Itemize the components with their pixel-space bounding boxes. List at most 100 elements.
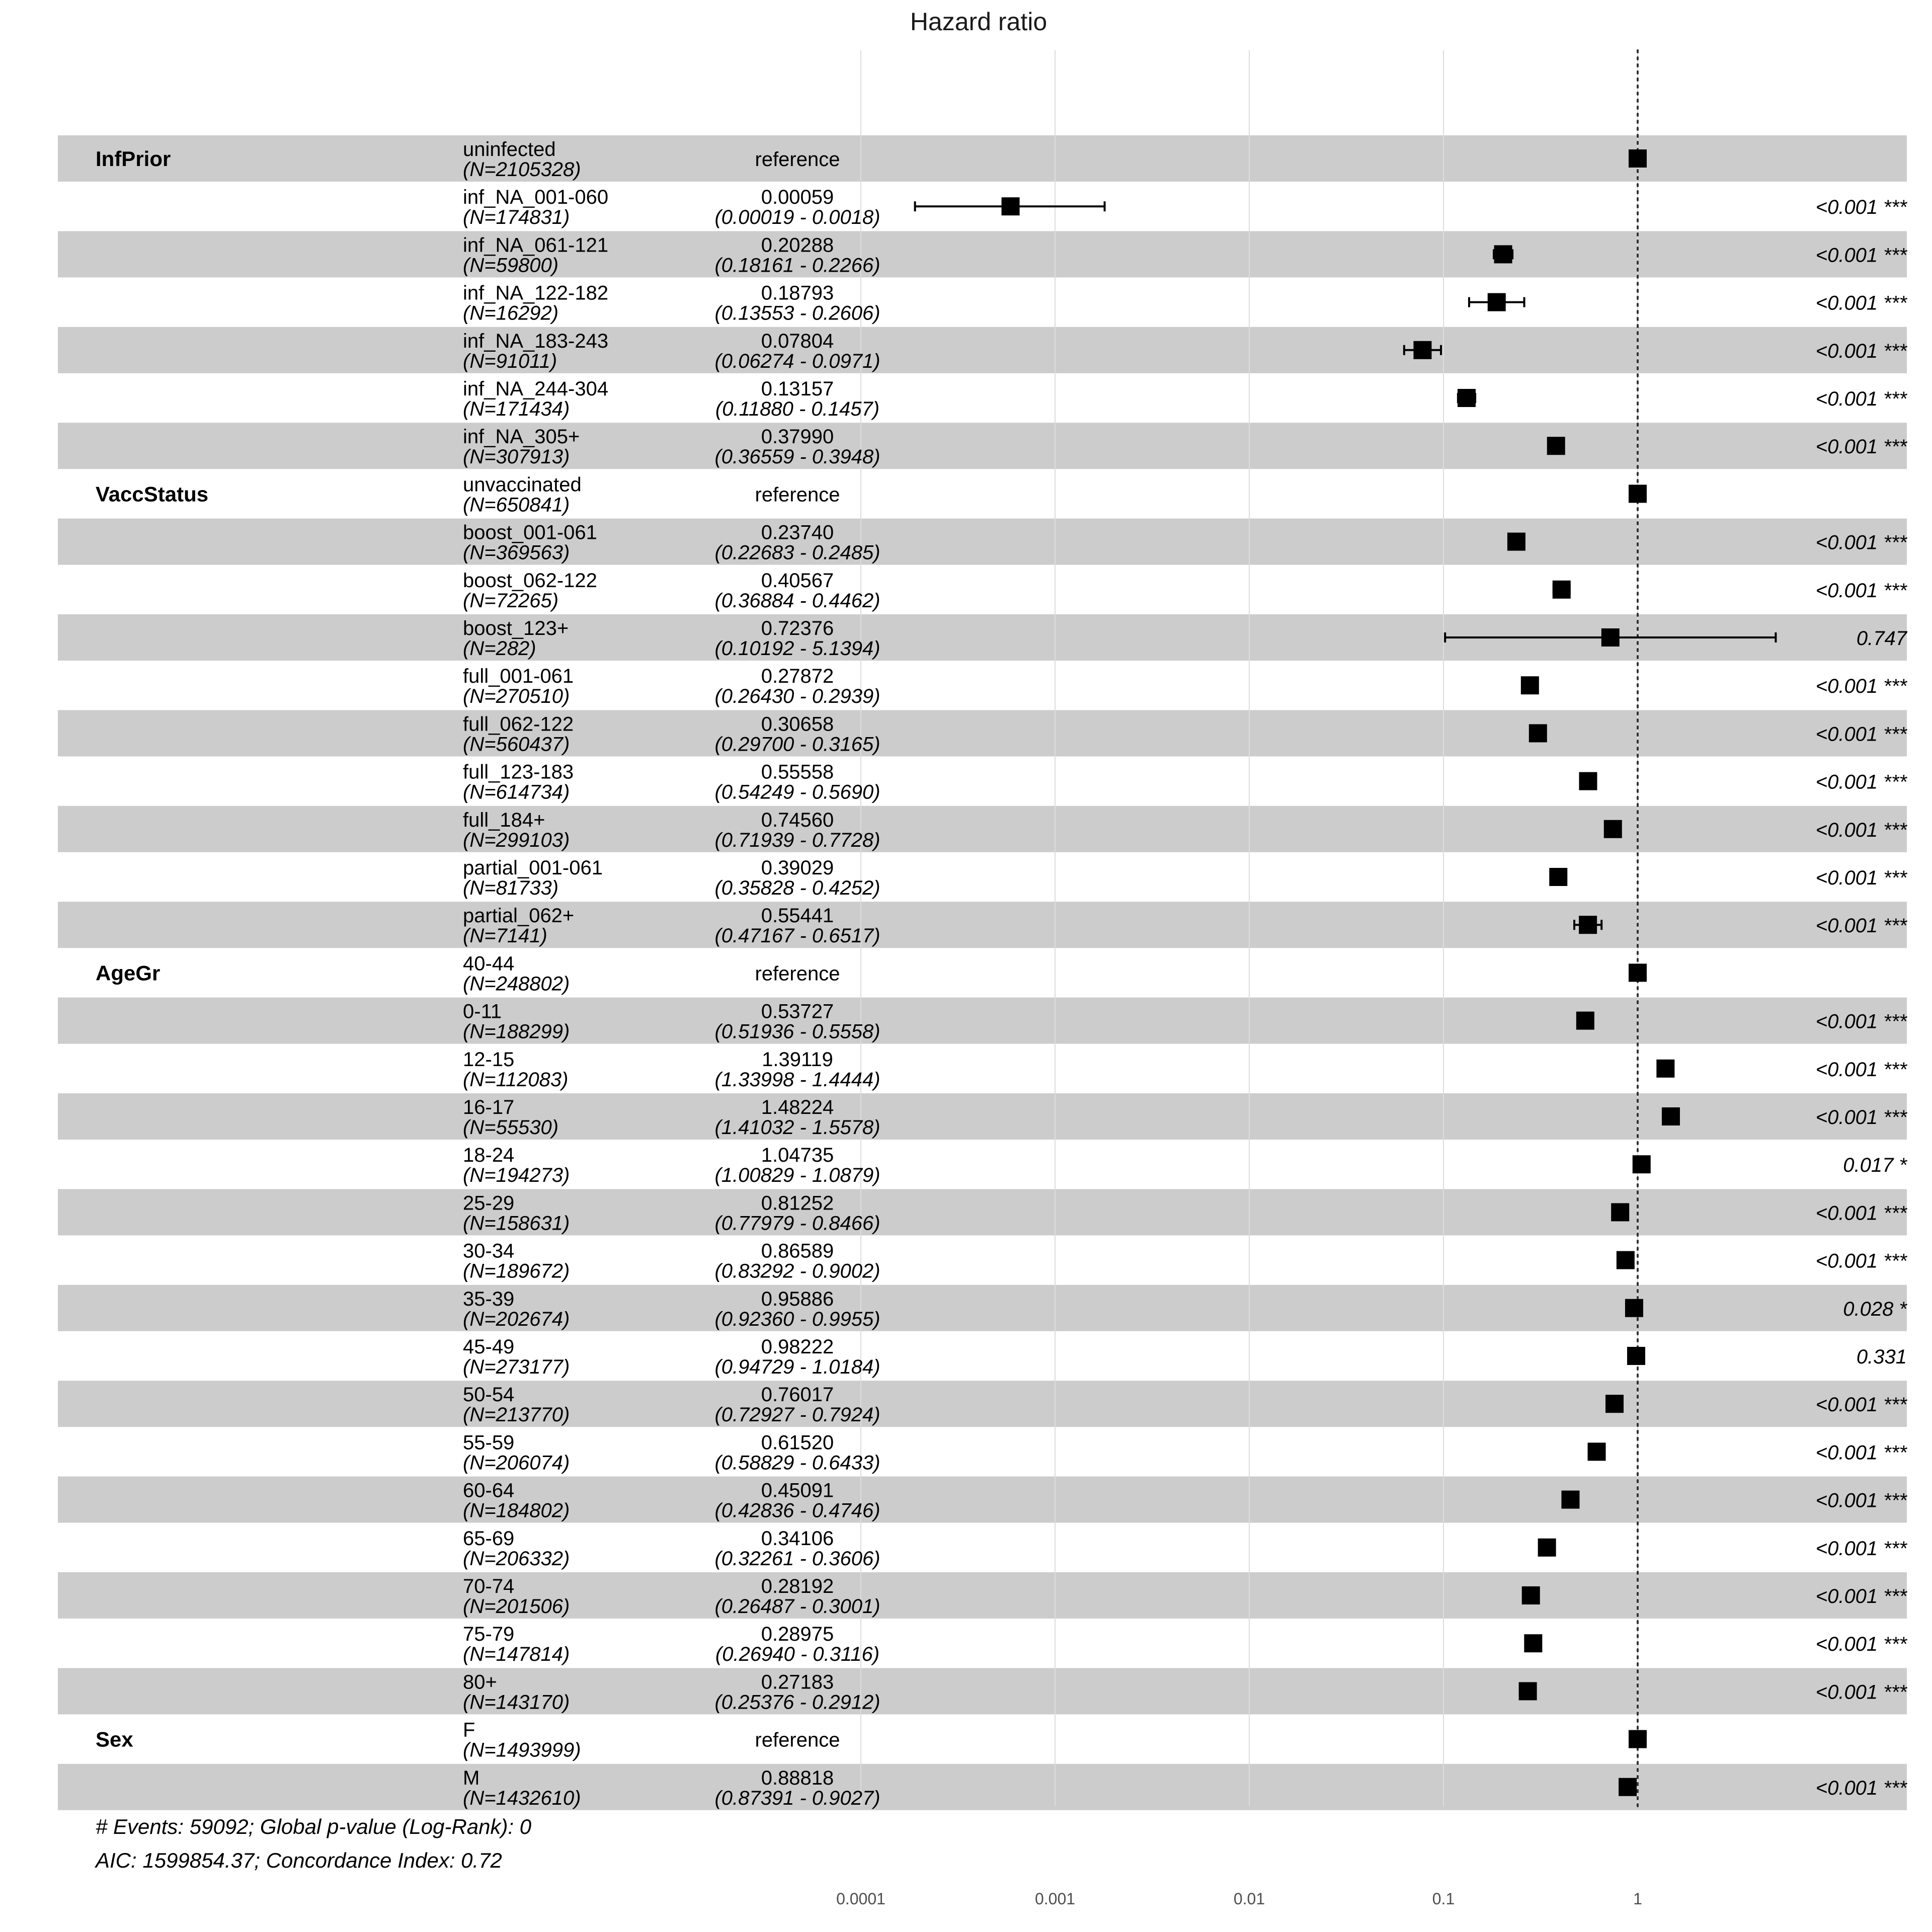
table-row: InfPrior uninfected(N=2105328) reference (96, 138, 840, 181)
p-value: <0.001 *** (1816, 1106, 1908, 1129)
confidence-interval: (0.18161 - 0.2266) (714, 254, 880, 276)
hazard-ratio-value: 0.76017 (761, 1384, 834, 1406)
p-value: <0.001 *** (1816, 723, 1908, 745)
level-label: F (463, 1719, 475, 1741)
x-tick-label: 0.0001 (836, 1890, 886, 1908)
level-n: (N=2105328) (463, 158, 581, 181)
confidence-interval: (1.00829 - 1.0879) (714, 1164, 880, 1186)
table-row: inf_NA_305+(N=307913) 0.37990(0.36559 - 0… (463, 426, 1907, 468)
hazard-ratio-value: reference (755, 484, 840, 506)
level-label: inf_NA_061-121 (463, 234, 608, 256)
point-estimate (1552, 580, 1571, 599)
point-estimate (1579, 772, 1597, 790)
level-n: (N=16292) (463, 302, 558, 325)
confidence-interval: (0.51936 - 0.5558) (714, 1021, 880, 1043)
level-n: (N=307913) (463, 446, 570, 468)
table-row: 70-74(N=201506) 0.28192(0.26487 - 0.3001)… (463, 1575, 1907, 1618)
hazard-ratio-value: 0.98222 (761, 1336, 834, 1358)
row-band (58, 997, 1907, 1044)
confidence-interval: (0.87391 - 0.9027) (714, 1787, 880, 1809)
confidence-interval: (0.11880 - 0.1457) (715, 398, 879, 420)
confidence-interval: (0.26430 - 0.2939) (714, 685, 880, 707)
hazard-ratio-value: 0.37990 (761, 426, 834, 448)
point-estimate (1629, 963, 1647, 982)
table-row: 45-49(N=273177) 0.98222(0.94729 - 1.0184)… (463, 1336, 1907, 1378)
level-n: (N=72265) (463, 590, 558, 612)
row-band (58, 1476, 1907, 1523)
hazard-ratio-value: 0.40567 (761, 570, 834, 592)
p-value: <0.001 *** (1816, 340, 1908, 362)
x-tick-label: 0.1 (1432, 1890, 1455, 1908)
hazard-ratio-value: 0.55441 (761, 905, 834, 927)
p-value: <0.001 *** (1816, 1250, 1908, 1272)
table-row: full_062-122(N=560437) 0.30658(0.29700 - … (463, 713, 1907, 755)
footnote-events: # Events: 59092; Global p-value (Log-Ran… (96, 1815, 532, 1838)
level-label: 60-64 (463, 1480, 514, 1502)
p-value: <0.001 *** (1816, 675, 1908, 697)
level-label: 30-34 (463, 1240, 514, 1262)
level-label: 35-39 (463, 1288, 514, 1310)
p-value: 0.747 (1857, 627, 1908, 650)
row-band (58, 1189, 1907, 1236)
hazard-ratio-value: 0.23740 (761, 522, 834, 544)
hazard-ratio-value: 0.61520 (761, 1431, 834, 1454)
confidence-interval: (0.54249 - 0.5690) (714, 781, 880, 803)
point-estimate (1611, 1203, 1630, 1222)
p-value: <0.001 *** (1816, 1538, 1908, 1560)
point-estimate (1603, 820, 1622, 838)
level-n: (N=112083) (463, 1069, 568, 1091)
point-estimate (1547, 437, 1565, 455)
level-n: (N=202674) (463, 1308, 570, 1330)
point-estimate (1549, 868, 1568, 886)
point-estimate (1629, 149, 1647, 168)
hazard-ratio-value: 0.28192 (761, 1575, 834, 1597)
p-value: <0.001 *** (1816, 1394, 1908, 1416)
confidence-interval: (1.33998 - 1.4444) (714, 1069, 880, 1091)
hazard-ratio-value: reference (755, 962, 840, 985)
level-n: (N=1432610) (463, 1787, 581, 1809)
point-estimate (1521, 1586, 1540, 1604)
hazard-ratio-value: 1.04735 (761, 1144, 834, 1166)
hazard-ratio-value: 0.95886 (761, 1288, 834, 1310)
point-estimate (1625, 1299, 1643, 1317)
p-value: <0.001 *** (1816, 1681, 1908, 1703)
p-value: <0.001 *** (1816, 867, 1908, 889)
x-tick-label: 1 (1633, 1890, 1642, 1908)
point-estimate (1579, 916, 1597, 934)
table-row: VaccStatus unvaccinated(N=650841) referenc… (96, 473, 840, 516)
level-label: full_123-183 (463, 761, 574, 783)
level-n: (N=174831) (463, 206, 570, 228)
table-row: 30-34(N=189672) 0.86589(0.83292 - 0.9002)… (463, 1240, 1907, 1282)
level-label: partial_062+ (463, 905, 574, 927)
hazard-ratio-value: 0.55558 (761, 761, 834, 783)
point-estimate (1616, 1251, 1635, 1269)
level-label: partial_001-061 (463, 857, 603, 879)
p-value: <0.001 *** (1816, 1202, 1908, 1224)
table-row: AgeGr 40-44(N=248802) reference (96, 952, 840, 995)
p-value: <0.001 *** (1816, 1441, 1908, 1464)
row-band (58, 806, 1907, 852)
p-value: <0.001 *** (1816, 436, 1908, 458)
table-row: partial_062+(N=7141) 0.55441(0.47167 - 0.… (463, 905, 1907, 947)
point-estimate (1601, 628, 1620, 647)
level-n: (N=248802) (463, 973, 570, 995)
variable-label: VaccStatus (96, 482, 208, 506)
level-n: (N=213770) (463, 1404, 570, 1426)
p-value: <0.001 *** (1816, 915, 1908, 937)
row-band (58, 423, 1907, 469)
hazard-ratio-value: 0.28975 (761, 1623, 834, 1645)
point-estimate (1632, 1155, 1651, 1174)
level-label: 65-69 (463, 1527, 514, 1550)
hazard-ratio-value: 0.88818 (761, 1767, 834, 1789)
hazard-ratio-value: 0.53727 (761, 1001, 834, 1023)
hazard-ratio-value: 0.18793 (761, 282, 834, 304)
p-value: 0.017 * (1843, 1154, 1907, 1176)
hazard-ratio-value: 0.20288 (761, 234, 834, 256)
level-label: boost_001-061 (463, 522, 597, 544)
level-n: (N=206332) (463, 1548, 570, 1570)
confidence-interval: (0.26940 - 0.3116) (715, 1643, 879, 1665)
level-n: (N=7141) (463, 925, 547, 947)
p-value: <0.001 *** (1816, 292, 1908, 314)
table-row: boost_123+(N=282) 0.72376(0.10192 - 5.139… (463, 617, 1908, 660)
hazard-ratio-value: 0.74560 (761, 809, 834, 831)
